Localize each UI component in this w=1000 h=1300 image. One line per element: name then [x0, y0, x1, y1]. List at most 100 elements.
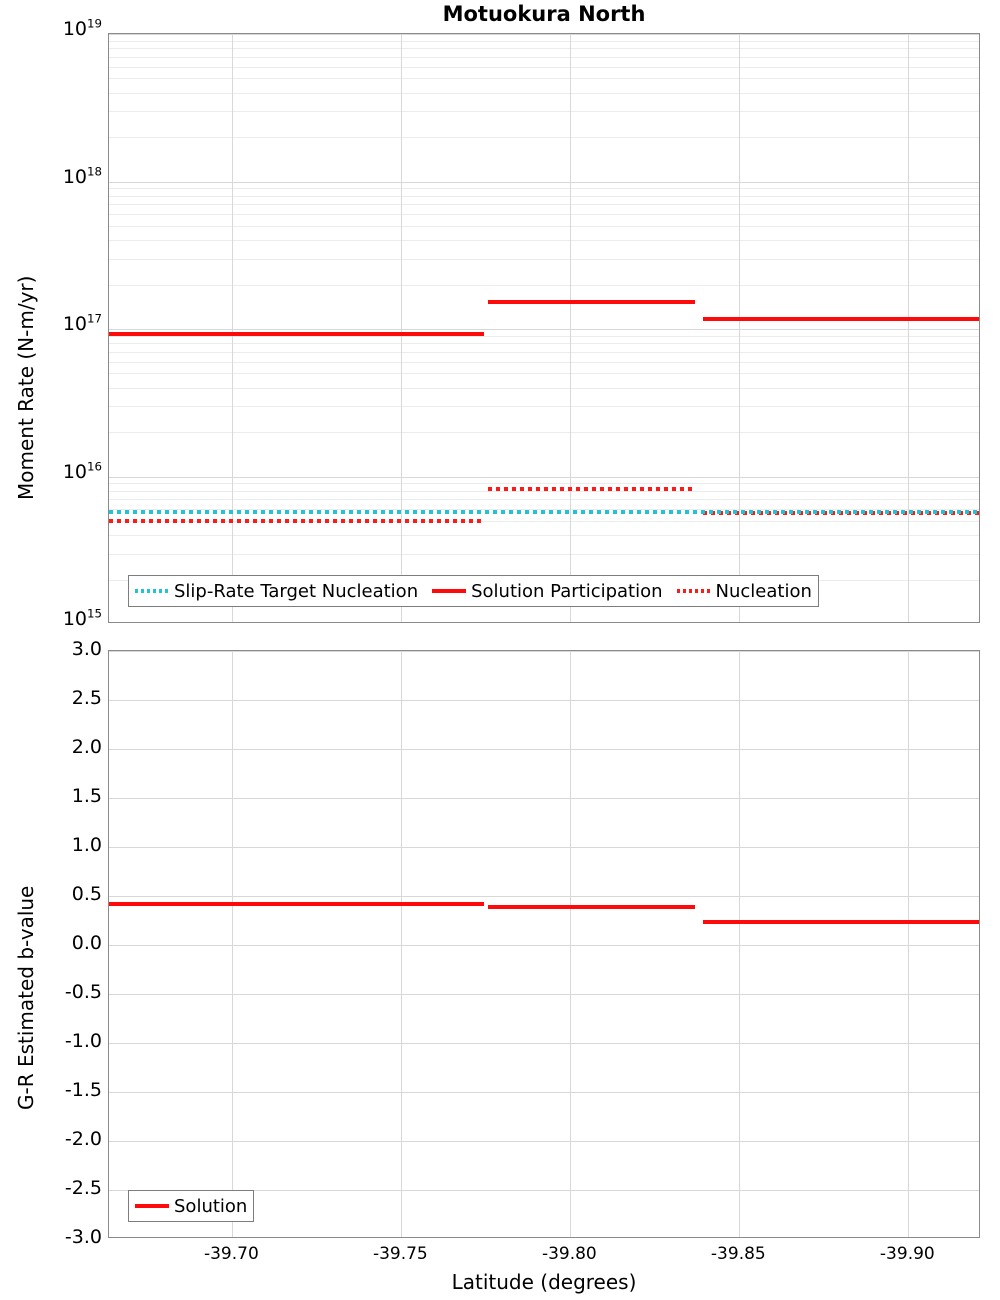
y-tick-label: 1.5 — [71, 785, 102, 807]
gridline-vertical — [232, 651, 234, 1237]
data-segment — [702, 316, 979, 321]
legend-bottom[interactable]: Solution — [128, 1190, 255, 1222]
gridline-horizontal — [109, 896, 979, 897]
moment-rate-plot-area — [108, 33, 980, 623]
gridline-horizontal — [109, 361, 979, 363]
x-tick-label: -39.70 — [203, 1244, 259, 1264]
x-tick-label: -39.75 — [372, 1244, 428, 1264]
gridline-horizontal — [109, 535, 979, 537]
data-segment — [488, 487, 696, 492]
gridline-horizontal — [109, 387, 979, 389]
gridline-vertical — [570, 34, 572, 622]
x-axis-label: Latitude (degrees) — [451, 1270, 637, 1294]
y-tick-label: 1015 — [62, 606, 102, 630]
y-tick-label: -1.0 — [64, 1030, 102, 1052]
gridline-vertical — [401, 34, 403, 622]
gridline-horizontal — [109, 945, 979, 946]
data-segment — [109, 332, 485, 337]
gridline-vertical — [570, 651, 572, 1237]
gridline-vertical — [908, 651, 910, 1237]
gridline-horizontal — [109, 406, 979, 408]
y-axis-ticks-top: 1019 1018 1017 1016 1015 — [2, 18, 102, 629]
gridline-horizontal — [109, 111, 979, 113]
gridline-horizontal — [109, 240, 979, 242]
gridline-horizontal — [109, 48, 979, 50]
gridline-horizontal — [109, 798, 979, 799]
gridline-horizontal — [109, 651, 979, 652]
legend-item-solution[interactable]: Solution — [135, 1196, 247, 1217]
legend-label: Solution Participation — [471, 580, 663, 602]
gridline-horizontal — [109, 34, 979, 35]
gridline-horizontal — [109, 40, 979, 42]
line-swatch-dotted-cyan-icon — [135, 589, 169, 593]
gridline-horizontal — [109, 994, 979, 995]
line-swatch-dotted-red-icon — [676, 589, 711, 593]
gridline-horizontal — [109, 225, 979, 227]
gridline-horizontal — [109, 329, 979, 330]
legend-label: Nucleation — [715, 580, 812, 602]
legend-top[interactable]: Slip-Rate Target Nucleation Solution Par… — [128, 575, 819, 607]
y-tick-label: 0.5 — [71, 883, 102, 905]
gridline-horizontal — [109, 483, 979, 485]
y-tick-label: 2.0 — [71, 736, 102, 758]
gridline-horizontal — [109, 499, 979, 501]
gridline-horizontal — [109, 66, 979, 68]
y-tick-label: 3.0 — [71, 638, 102, 660]
gridline-horizontal — [109, 700, 979, 701]
data-segment — [109, 509, 979, 514]
gridline-horizontal — [109, 1092, 979, 1093]
legend-item-nucleation[interactable]: Nucleation — [676, 580, 812, 602]
gridline-horizontal — [109, 181, 979, 183]
gridline-horizontal — [109, 343, 979, 345]
gridline-horizontal — [109, 204, 979, 206]
legend-item-solution-participation[interactable]: Solution Participation — [432, 580, 663, 602]
y-tick-label: -0.5 — [64, 981, 102, 1003]
gridline-horizontal — [109, 509, 979, 511]
data-segment — [109, 901, 485, 906]
y-tick-label: 2.5 — [71, 687, 102, 709]
gridline-horizontal — [109, 490, 979, 492]
gridline-horizontal — [109, 137, 979, 139]
legend-label: Solution — [174, 1195, 248, 1217]
line-swatch-solid-red-icon — [135, 1204, 169, 1208]
gridline-horizontal — [109, 195, 979, 197]
y-tick-label: 1018 — [62, 164, 102, 188]
y-tick-label: -1.5 — [64, 1079, 102, 1101]
gridline-horizontal — [109, 258, 979, 260]
gridline-horizontal — [109, 373, 979, 375]
gridline-horizontal — [109, 432, 979, 434]
data-segment — [702, 920, 979, 925]
data-segment — [488, 300, 696, 305]
y-tick-label: 0.0 — [71, 932, 102, 954]
y-tick-label: 1017 — [62, 311, 102, 335]
gridline-horizontal — [109, 214, 979, 216]
y-axis-label-top: Moment Rate (N-m/yr) — [14, 275, 38, 500]
x-tick-label: -39.85 — [710, 1244, 766, 1264]
gridline-horizontal — [109, 351, 979, 353]
gridline-vertical — [401, 651, 403, 1237]
gridline-horizontal — [109, 1190, 979, 1191]
gridline-horizontal — [109, 749, 979, 750]
legend-label: Slip-Rate Target Nucleation — [174, 580, 419, 602]
y-tick-label: -2.0 — [64, 1128, 102, 1150]
gridline-horizontal — [109, 284, 979, 286]
y-tick-label: 1019 — [62, 16, 102, 40]
y-tick-label: 1.0 — [71, 834, 102, 856]
y-tick-label: -3.0 — [64, 1226, 102, 1248]
gridline-horizontal — [109, 553, 979, 555]
gridline-horizontal — [109, 92, 979, 94]
gridline-horizontal — [109, 476, 979, 478]
gridline-horizontal — [109, 56, 979, 58]
gridline-horizontal — [109, 520, 979, 522]
legend-item-slip-rate-target-nucleation[interactable]: Slip-Rate Target Nucleation — [135, 581, 418, 602]
gridline-horizontal — [109, 78, 979, 80]
y-axis-label-bottom: G-R Estimated b-value — [14, 885, 38, 1110]
gridline-vertical — [908, 34, 910, 622]
x-tick-label: -39.80 — [541, 1244, 597, 1264]
gridline-horizontal — [109, 1043, 979, 1044]
gridline-vertical — [739, 651, 741, 1237]
gridline-horizontal — [109, 335, 979, 337]
y-tick-label: -2.5 — [64, 1177, 102, 1199]
gridline-horizontal — [109, 1141, 979, 1142]
